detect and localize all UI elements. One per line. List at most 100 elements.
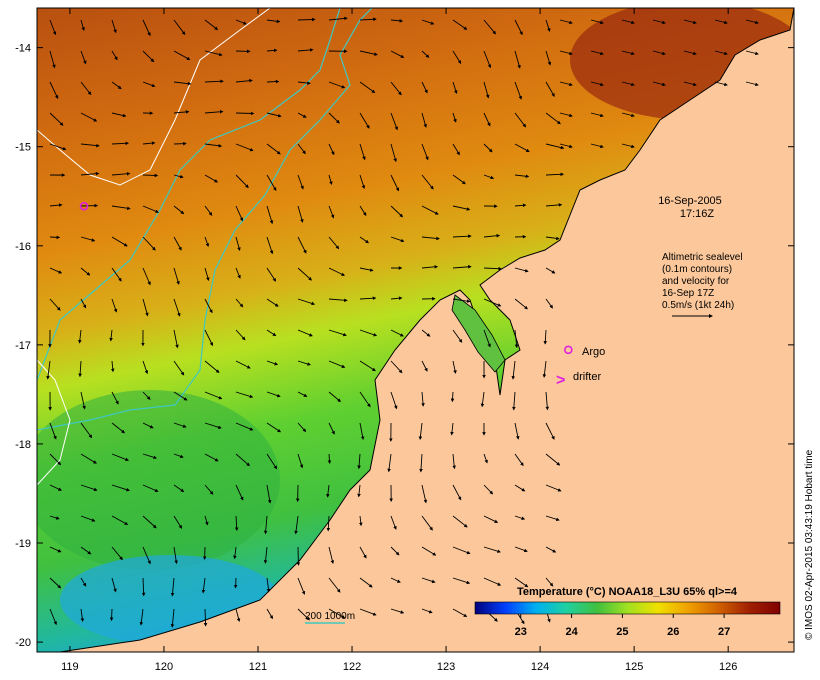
- velocity-arrow: [111, 515, 129, 525]
- velocity-arrow: [359, 577, 373, 588]
- velocity-arrow: [483, 19, 497, 35]
- velocity-arrow: [483, 546, 501, 553]
- velocity-arrow: [173, 81, 192, 86]
- velocity-arrow: [297, 112, 307, 118]
- velocity-arrow: [173, 391, 188, 401]
- velocity-arrow: [514, 267, 529, 273]
- velocity-arrow: [652, 19, 666, 25]
- velocity-arrow: [683, 50, 697, 56]
- velocity-arrow: [421, 360, 428, 372]
- velocity-arrow: [111, 141, 130, 146]
- velocity-arrow: [80, 484, 98, 492]
- velocity-arrow: [297, 17, 316, 22]
- velocity-arrow: [80, 608, 85, 623]
- altimetry-line-0: Altimetric sealevel: [662, 252, 743, 263]
- velocity-arrow: [358, 515, 363, 527]
- velocity-arrow: [714, 50, 728, 56]
- velocity-arrow: [359, 329, 378, 337]
- velocity-arrow: [173, 546, 178, 565]
- velocity-arrow: [545, 236, 560, 241]
- velocity-arrow: [545, 577, 554, 587]
- velocity-arrow: [328, 205, 335, 219]
- velocity-arrow: [452, 298, 471, 303]
- velocity-arrow: [421, 205, 439, 215]
- velocity-arrow: [328, 267, 346, 276]
- velocity-arrow: [297, 329, 313, 337]
- velocity-arrow: [559, 112, 573, 118]
- velocity-arrow: [745, 50, 759, 56]
- velocity-arrow: [545, 172, 565, 177]
- altimetry-line-3: 16-Sep 17Z: [662, 288, 714, 299]
- velocity-arrow: [204, 205, 213, 216]
- axis-ticks: 119 120 121 122 123 124 125 126 -14 -15 -16 -17 -18 -…: [15, 8, 794, 673]
- velocity-arrow: [652, 81, 666, 87]
- velocity-arrow: [714, 81, 728, 87]
- velocity-arrow: [621, 81, 635, 87]
- velocity-arrow: [359, 391, 371, 408]
- velocity-arrow: [621, 143, 635, 149]
- colorbar-tick-label: 27: [718, 626, 730, 638]
- velocity-arrow: [49, 267, 63, 274]
- isobath-1000m: [37, 8, 373, 431]
- velocity-arrow: [46, 360, 51, 380]
- velocity-arrow: [297, 453, 304, 469]
- velocity-arrow: [514, 546, 528, 553]
- velocity-arrow: [266, 48, 278, 53]
- velocity-arrow: [204, 236, 210, 247]
- lat-tick-label: -20: [15, 637, 31, 649]
- velocity-arrow: [49, 577, 62, 589]
- velocity-arrow: [204, 484, 214, 495]
- velocity-arrow: [49, 484, 62, 491]
- lon-tick-label: 122: [343, 661, 361, 673]
- velocity-arrow: [483, 233, 501, 238]
- velocity-arrow: [266, 329, 277, 337]
- velocity-arrow: [514, 484, 526, 492]
- velocity-arrow: [328, 16, 348, 21]
- velocity-arrow: [142, 453, 158, 460]
- velocity-arrow: [266, 174, 277, 192]
- velocity-arrow: [483, 329, 491, 348]
- velocity-arrow: [173, 50, 191, 60]
- velocity-arrow: [142, 205, 160, 213]
- velocity-arrow: [142, 81, 156, 88]
- map-plot-area: [37, 8, 794, 652]
- velocity-arrow: [421, 81, 428, 94]
- velocity-arrow: [514, 112, 527, 128]
- velocity-arrow: [111, 112, 127, 118]
- velocity-arrow: [170, 577, 175, 597]
- velocity-arrow: [111, 50, 118, 61]
- velocity-arrow: [390, 577, 401, 583]
- velocity-arrow: [328, 577, 341, 593]
- velocity-arrow: [390, 19, 404, 23]
- velocity-arrow: [80, 50, 87, 65]
- velocity-arrow: [359, 143, 366, 161]
- velocity-arrow: [545, 453, 561, 466]
- velocity-arrow: [111, 453, 129, 462]
- velocity-arrow: [514, 453, 524, 467]
- velocity-arrow: [421, 546, 437, 556]
- lon-tick-label: 124: [531, 661, 549, 673]
- velocity-arrow: [421, 50, 430, 58]
- velocity-arrow: [142, 484, 159, 492]
- velocity-arrow: [80, 422, 93, 439]
- velocity-arrow: [390, 360, 403, 374]
- colorbar-scale: [474, 601, 781, 615]
- velocity-arrow: [49, 19, 57, 36]
- velocity-arrow: [78, 360, 82, 378]
- velocity-arrow: [452, 50, 462, 64]
- velocity-arrow: [421, 608, 433, 614]
- velocity-arrow: [545, 112, 561, 125]
- drifter-label: drifter: [573, 371, 601, 383]
- velocity-arrow: [297, 81, 311, 85]
- velocity-arrow: [421, 265, 439, 269]
- velocity-arrows: [46, 16, 759, 628]
- colorbar: Temperature (°C) NOAA18_L3U 65% ql>=4 23…: [474, 586, 781, 638]
- velocity-arrow: [545, 81, 555, 98]
- velocity-arrow: [204, 267, 210, 282]
- velocity-arrow: [266, 236, 274, 255]
- velocity-arrow: [452, 329, 463, 343]
- velocity-arrow: [142, 173, 159, 178]
- velocity-arrow: [590, 143, 604, 149]
- velocity-arrow: [266, 267, 277, 282]
- velocity-arrow: [559, 19, 573, 25]
